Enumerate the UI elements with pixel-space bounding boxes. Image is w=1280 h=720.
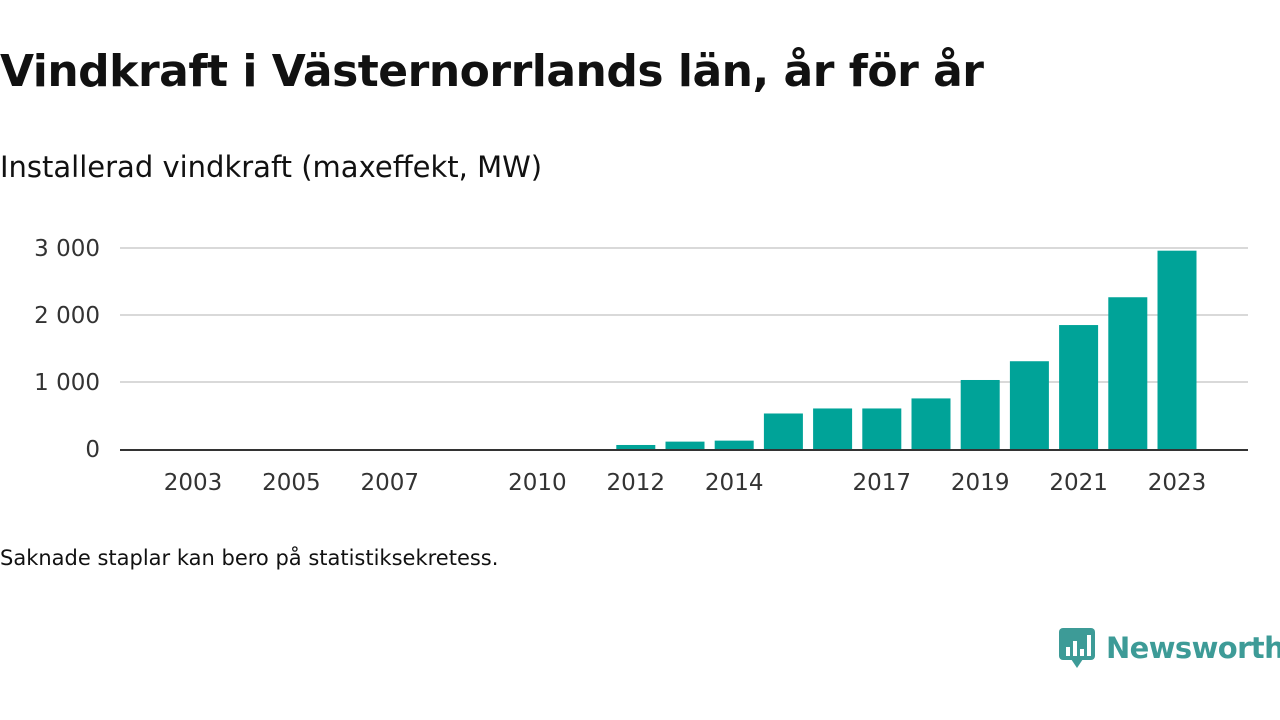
x-tick-label: 2014 bbox=[705, 470, 764, 496]
y-axis-ticks: 0 1 000 2 000 3 000 bbox=[34, 236, 100, 463]
bar-2013 bbox=[665, 441, 705, 449]
x-tick-label: 2005 bbox=[262, 470, 321, 496]
bar-2021 bbox=[1059, 325, 1099, 449]
x-tick-label: 2019 bbox=[951, 470, 1010, 496]
chart-title: Vindkraft i Västernorrlands län, år för … bbox=[0, 46, 984, 97]
y-tick-label: 1 000 bbox=[34, 370, 100, 396]
footnote: Saknade staplar kan bero på statistiksek… bbox=[0, 546, 499, 570]
bar-chart: 0 1 000 2 000 3 000 2003 2005 2007 2010 2012 201… bbox=[34, 236, 1248, 496]
brand-name: Newsworthy bbox=[1106, 631, 1280, 665]
bar-2020 bbox=[1009, 361, 1049, 449]
x-axis-ticks: 2003 2005 2007 2010 2012 2014 2017 2019 2021 2023 bbox=[164, 470, 1207, 496]
bar-2014 bbox=[714, 440, 754, 449]
bars bbox=[616, 250, 1197, 449]
chart-subtitle: Installerad vindkraft (maxeffekt, MW) bbox=[0, 150, 543, 184]
x-tick-label: 2010 bbox=[508, 470, 567, 496]
bar-2019 bbox=[960, 379, 1000, 449]
x-tick-label: 2007 bbox=[361, 470, 420, 496]
bar-2017 bbox=[862, 408, 902, 449]
y-tick-label: 3 000 bbox=[34, 236, 100, 262]
bar-chart-speech-bubble-icon bbox=[1059, 628, 1095, 668]
bar-2015 bbox=[763, 413, 803, 449]
brand-logo[interactable]: Newsworthy bbox=[1058, 627, 1280, 669]
x-tick-label: 2003 bbox=[164, 470, 223, 496]
bar-2023 bbox=[1157, 250, 1197, 449]
bar-2016 bbox=[813, 408, 853, 449]
y-tick-label: 2 000 bbox=[34, 303, 100, 329]
x-tick-label: 2021 bbox=[1049, 470, 1108, 496]
y-tick-label: 0 bbox=[85, 437, 100, 463]
bar-2018 bbox=[911, 398, 951, 449]
x-tick-label: 2017 bbox=[853, 470, 912, 496]
bar-2022 bbox=[1108, 297, 1148, 449]
bar-2012 bbox=[616, 444, 656, 449]
x-tick-label: 2023 bbox=[1148, 470, 1207, 496]
x-tick-label: 2012 bbox=[607, 470, 666, 496]
